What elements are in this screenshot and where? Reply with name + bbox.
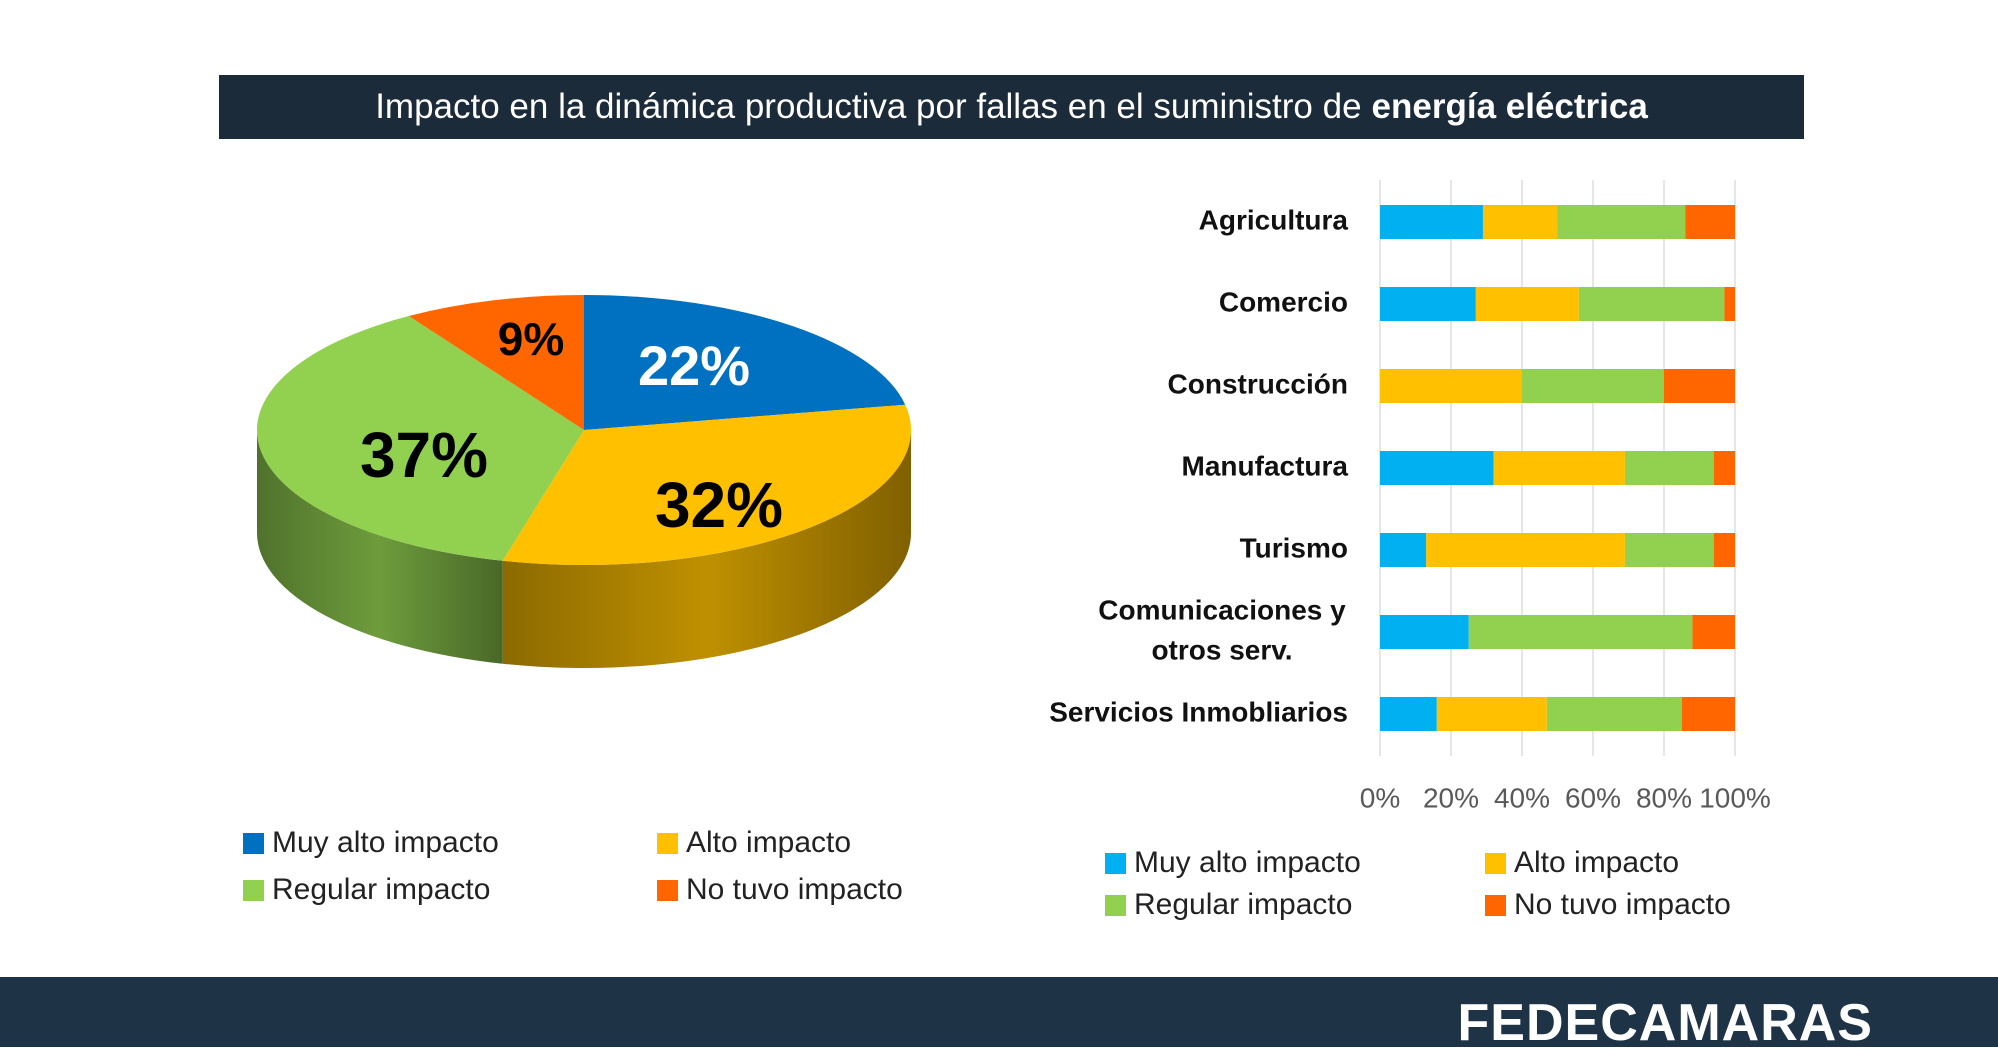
x-tick-label: 80% xyxy=(1636,782,1692,813)
pie-legend-item: Muy alto impacto xyxy=(243,826,499,860)
bar-segment xyxy=(1692,615,1735,649)
pie-data-label: 32% xyxy=(655,469,783,541)
footer-bar: FEDECAMARAS xyxy=(0,977,1998,1052)
legend-swatch xyxy=(1105,894,1126,916)
bar-x-ticks: 0% 20% 40% 60% 80% 100% xyxy=(1360,782,1771,813)
category-label: Comercio xyxy=(1219,286,1348,317)
bar-segment xyxy=(1380,697,1437,731)
pie-slice xyxy=(584,295,906,430)
x-tick-label: 40% xyxy=(1494,782,1550,813)
pie-data-label: 22% xyxy=(638,334,750,397)
bar-legend-item: No tuvo impacto xyxy=(1485,888,1731,922)
pie-slice xyxy=(257,316,584,561)
legend-label: No tuvo impacto xyxy=(686,873,903,906)
category-label: Agricultura xyxy=(1199,204,1349,235)
category-label: Manufactura xyxy=(1182,450,1349,481)
bar-segment xyxy=(1380,287,1476,321)
bar-segment xyxy=(1380,369,1522,403)
bar-segment xyxy=(1557,205,1686,239)
pie-legend-item: Alto impacto xyxy=(657,826,851,860)
category-label: Comunicaciones y xyxy=(1098,594,1346,625)
bar-category-labels: Agricultura Comercio Construcción Manufactu… xyxy=(1049,204,1348,727)
legend-label: Muy alto impacto xyxy=(272,826,499,859)
legend-label: Muy alto impacto xyxy=(1134,846,1361,879)
category-label: Turismo xyxy=(1240,532,1348,563)
legend-swatch xyxy=(1485,894,1506,916)
pie-side-walls xyxy=(257,430,911,668)
bar-segment xyxy=(1475,287,1579,321)
category-label: otros serv. xyxy=(1151,634,1292,665)
bar-segment xyxy=(1380,205,1483,239)
pie-slice xyxy=(408,295,584,430)
legend-label: No tuvo impacto xyxy=(1514,888,1731,921)
chart-title-bar: Impacto en la dinámica productiva por fa… xyxy=(219,75,1804,139)
bar-segment xyxy=(1713,533,1735,567)
legend-swatch xyxy=(1105,852,1126,874)
bar-legend-item: Regular impacto xyxy=(1105,888,1352,922)
pie-data-label: 9% xyxy=(498,313,564,365)
legend-label: Regular impacto xyxy=(272,873,491,906)
x-tick-label: 60% xyxy=(1565,782,1621,813)
bar-segment xyxy=(1713,451,1735,485)
x-tick-label: 100% xyxy=(1699,782,1771,813)
bar-segment xyxy=(1468,615,1693,649)
pie-slice-side xyxy=(257,430,503,664)
bar-segment xyxy=(1380,615,1469,649)
legend-swatch xyxy=(1485,852,1506,874)
chart-title: Impacto en la dinámica productiva por fa… xyxy=(375,87,1362,126)
bar-segment xyxy=(1578,287,1725,321)
bar-segment xyxy=(1624,451,1714,485)
x-tick-label: 20% xyxy=(1423,782,1479,813)
bar-segment xyxy=(1724,287,1735,321)
bar-segment xyxy=(1664,369,1735,403)
pie-data-label: 37% xyxy=(360,419,488,491)
bar-segment xyxy=(1380,533,1427,567)
charts-canvas: 22% 32% 37% 9% Agricultura Comercio Construcci… xyxy=(257,180,1771,813)
bar-segment xyxy=(1436,697,1547,731)
pie-slice xyxy=(502,404,911,565)
bar-segment xyxy=(1482,205,1558,239)
bar-legend-item: Alto impacto xyxy=(1485,846,1679,880)
legend-swatch xyxy=(657,879,678,901)
bar-series xyxy=(1380,205,1735,731)
chart-title-bold: energía eléctrica xyxy=(1371,87,1648,126)
category-label: Construcción xyxy=(1168,368,1348,399)
legend-label: Alto impacto xyxy=(686,826,852,859)
bar-segment xyxy=(1624,533,1714,567)
bar-segment xyxy=(1546,697,1682,731)
legend-swatch xyxy=(243,879,264,901)
legend-swatch xyxy=(243,832,264,854)
x-tick-label: 0% xyxy=(1360,782,1400,813)
pie-slice-side xyxy=(502,430,911,668)
legend-swatch xyxy=(657,832,678,854)
legend-label: Alto impacto xyxy=(1514,846,1680,879)
bar-segment xyxy=(1380,451,1494,485)
bar-legend-item: Muy alto impacto xyxy=(1105,846,1361,880)
fedecamaras-logo: FEDECAMARAS xyxy=(1457,994,1873,1052)
bar-segment xyxy=(1426,533,1625,567)
pie-legend-item: No tuvo impacto xyxy=(657,873,903,907)
legend-label: Regular impacto xyxy=(1134,888,1353,921)
bar-segment xyxy=(1522,369,1664,403)
pie-top xyxy=(257,295,911,565)
bar-segment xyxy=(1493,451,1625,485)
category-label: Servicios Inmobliarios xyxy=(1049,696,1348,727)
pie-legend-item: Regular impacto xyxy=(243,873,490,907)
bar-segment xyxy=(1681,697,1735,731)
bar-segment xyxy=(1685,205,1735,239)
